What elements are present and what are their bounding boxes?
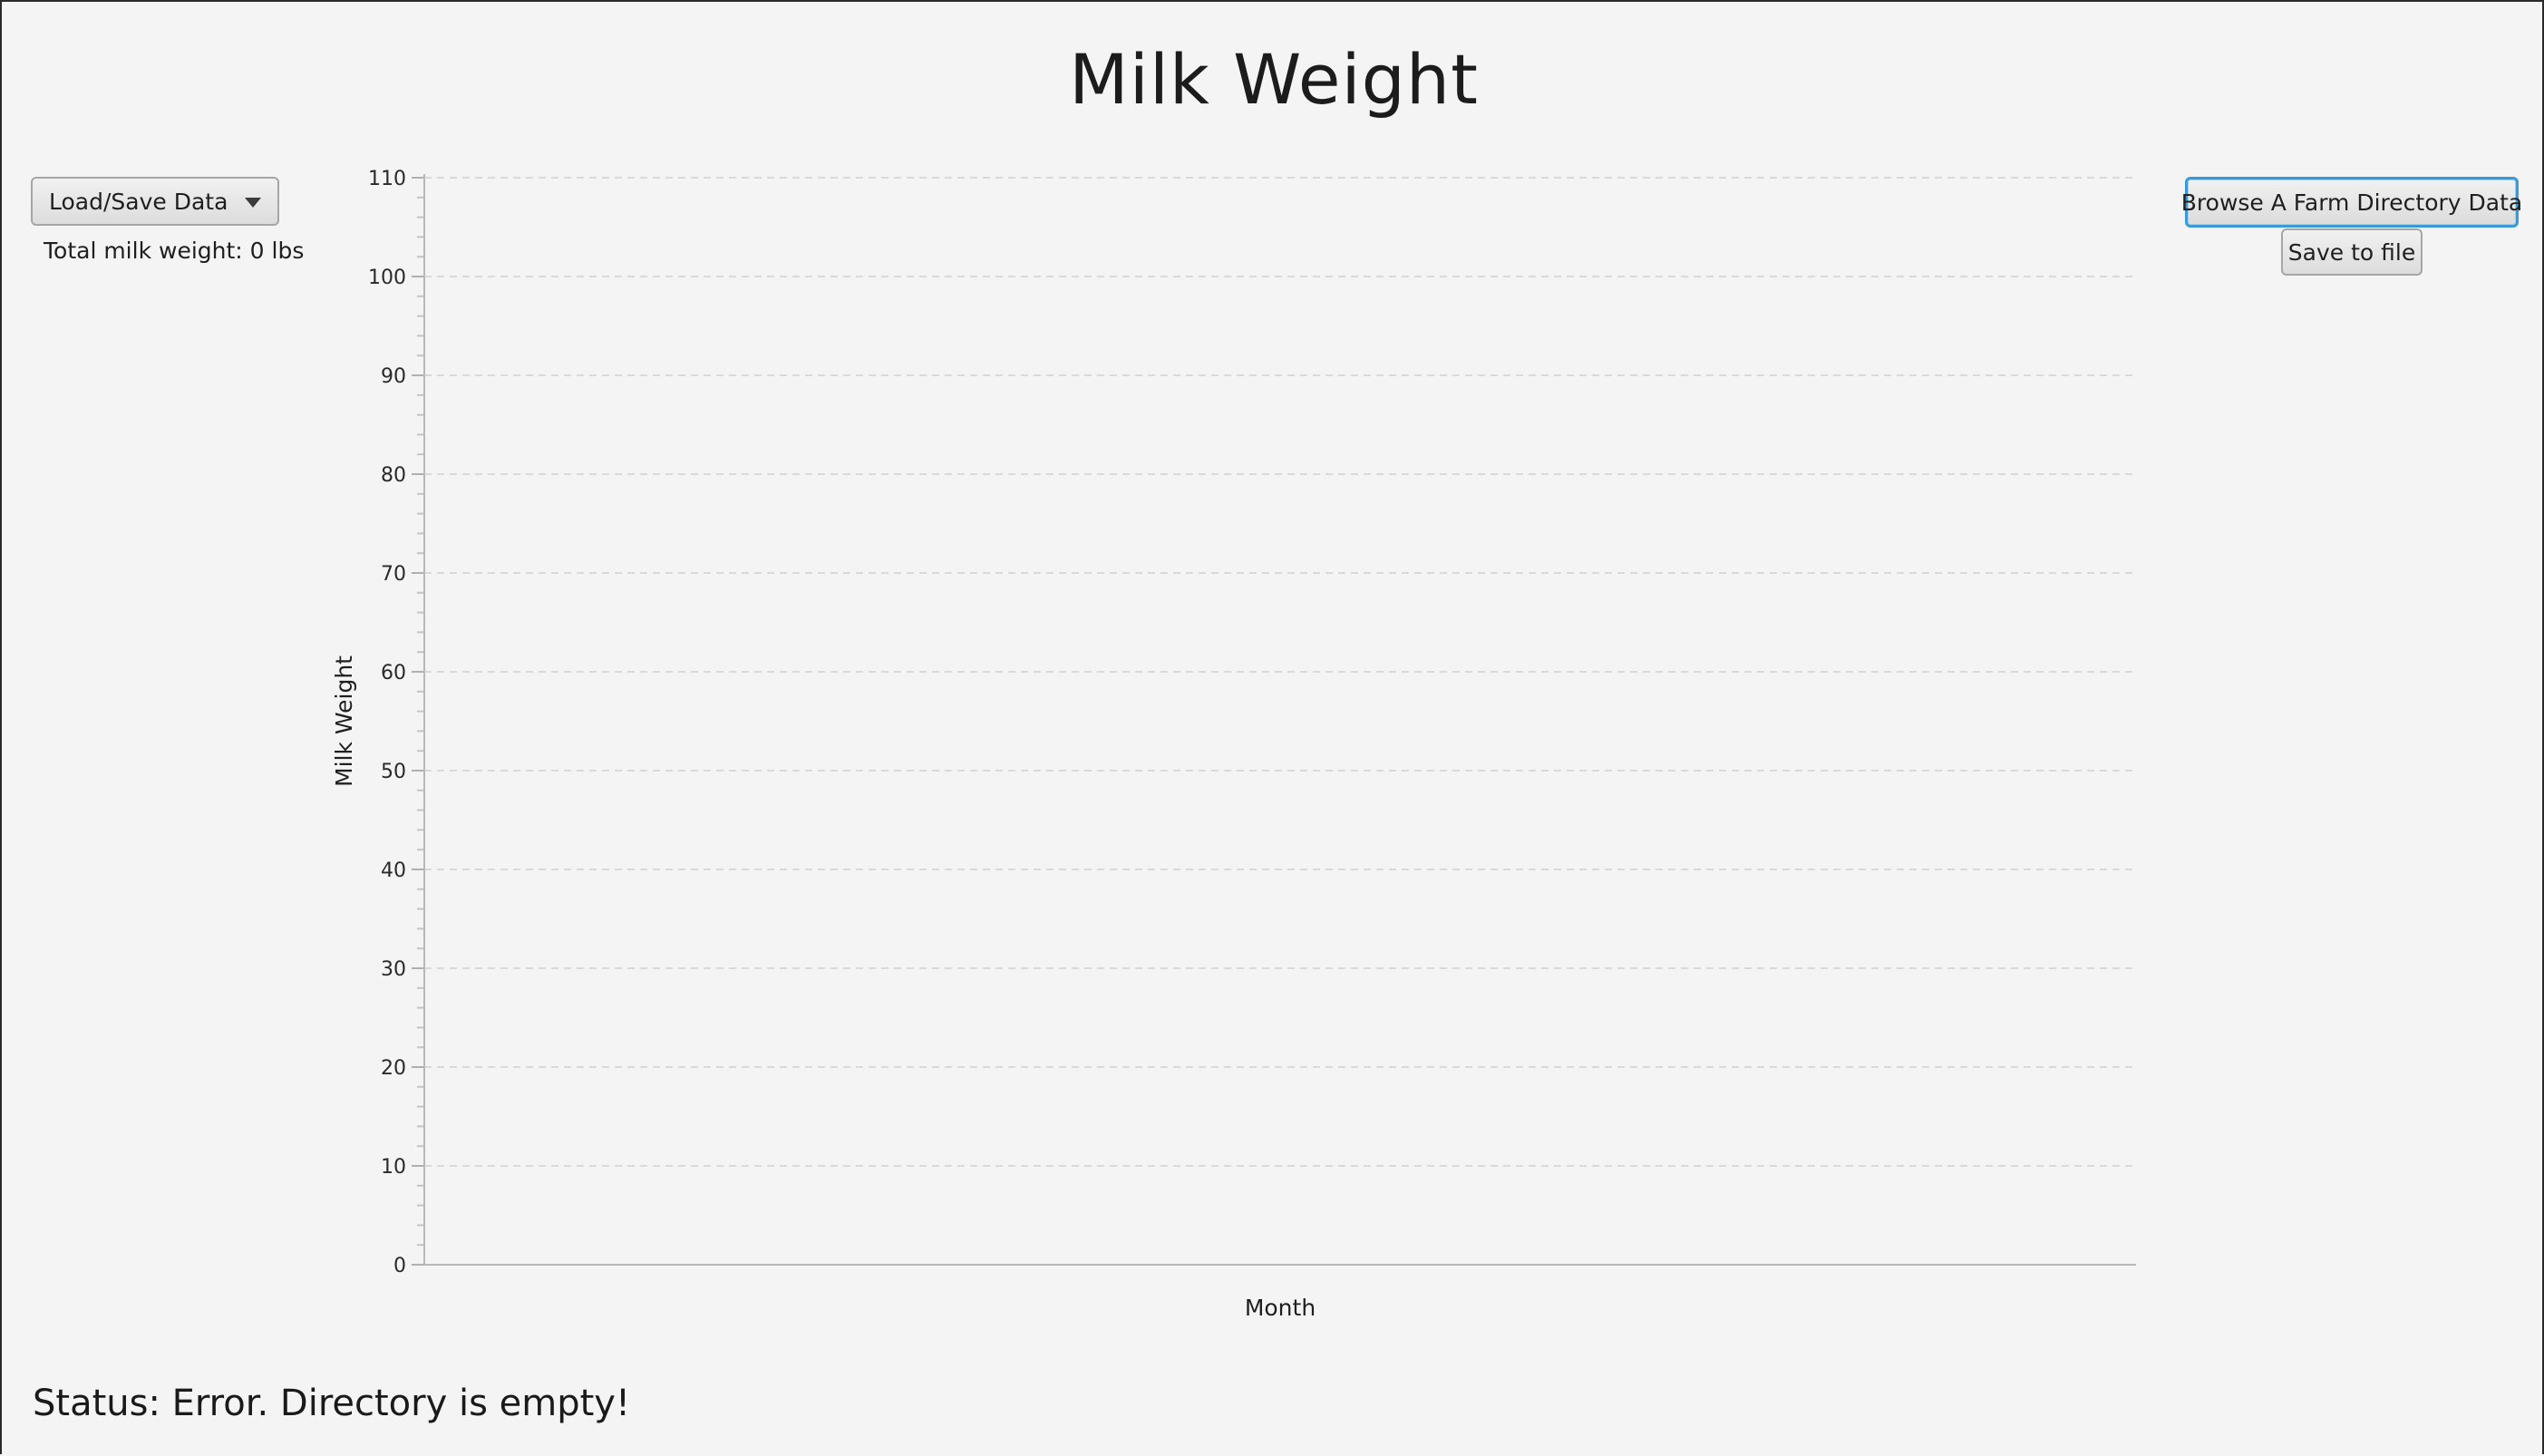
x-axis-label: Month [1245, 1295, 1316, 1321]
save-to-file-button[interactable]: Save to file [2281, 228, 2423, 276]
status-message: Status: Error. Directory is empty! [33, 1383, 631, 1424]
total-milk-weight-label: Total milk weight: 0 lbs [44, 238, 305, 264]
y-tick-label: 10 [381, 1156, 406, 1179]
y-tick-label: 50 [381, 761, 406, 783]
chart-minor-ticks [412, 177, 424, 1266]
load-save-menu-label: Load/Save Data [49, 188, 228, 215]
y-tick-label: 40 [381, 859, 406, 882]
y-tick-label: 100 [368, 267, 406, 289]
y-tick-label: 60 [381, 662, 406, 684]
y-tick-label: 80 [381, 464, 406, 487]
y-tick-label: 30 [381, 958, 406, 981]
y-axis-label: Milk Weight [331, 655, 357, 787]
y-tick-label: 110 [368, 168, 406, 190]
load-save-menu-button[interactable]: Load/Save Data [31, 177, 279, 226]
y-tick-label: 0 [393, 1255, 406, 1277]
y-tick-label: 70 [381, 563, 406, 586]
chevron-down-icon [245, 198, 261, 208]
y-tick-label: 90 [381, 365, 406, 388]
y-axis-tick-labels: 0 10 20 30 40 50 60 70 80 90 100 110 [368, 168, 406, 1277]
page-title: Milk Weight [1069, 39, 1479, 120]
chart-gridlines [424, 177, 2136, 1167]
y-tick-label: 20 [381, 1057, 406, 1080]
browse-farm-directory-button[interactable]: Browse A Farm Directory Data [2181, 177, 2522, 228]
